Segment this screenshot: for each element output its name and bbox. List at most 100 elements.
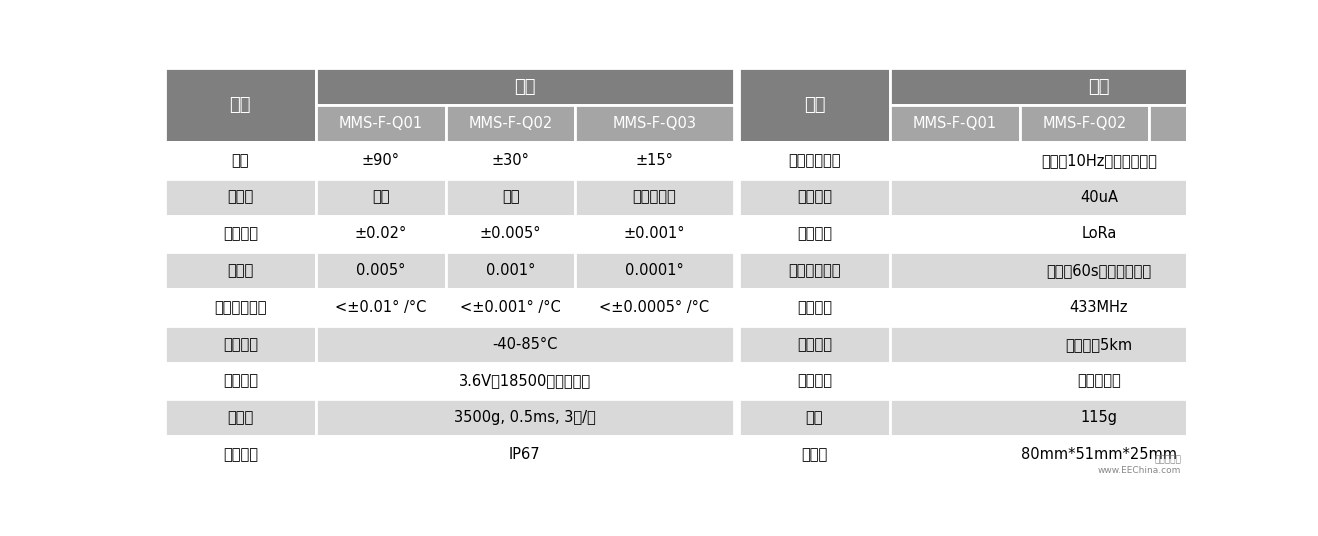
Bar xyxy=(890,436,1307,473)
Bar xyxy=(576,142,734,179)
Text: LoRa: LoRa xyxy=(1081,226,1116,241)
Text: 单轴或双轴: 单轴或双轴 xyxy=(633,190,676,205)
Text: 数据采集频率: 数据采集频率 xyxy=(788,153,841,168)
Bar xyxy=(890,326,1307,363)
Text: 分辨率: 分辨率 xyxy=(227,263,253,278)
Text: ±30°: ±30° xyxy=(492,153,530,168)
Bar xyxy=(739,215,890,252)
Text: 典型值10Hz，可任意设置: 典型值10Hz，可任意设置 xyxy=(1041,153,1157,168)
Text: ±0.001°: ±0.001° xyxy=(623,226,685,241)
Text: 防护等级: 防护等级 xyxy=(223,447,258,462)
Bar xyxy=(316,69,734,105)
Text: 电子发烧友
www.EEChina.com: 电子发烧友 www.EEChina.com xyxy=(1098,456,1181,475)
Bar xyxy=(316,142,445,179)
Text: 外尺寸: 外尺寸 xyxy=(801,447,828,462)
Text: <±0.01° /°C: <±0.01° /°C xyxy=(335,300,427,315)
Text: MMS-F-Q03: MMS-F-Q03 xyxy=(1186,116,1271,131)
Text: 最远超过5km: 最远超过5km xyxy=(1065,337,1132,352)
Text: 通信距离: 通信距离 xyxy=(797,337,832,352)
Text: 电池规格: 电池规格 xyxy=(223,374,258,389)
Text: MMS-F-Q03: MMS-F-Q03 xyxy=(613,116,696,131)
Text: 指标: 指标 xyxy=(1089,78,1110,96)
Bar xyxy=(165,69,316,142)
Text: 外壳材质: 外壳材质 xyxy=(797,374,832,389)
Bar xyxy=(316,252,445,289)
Bar xyxy=(890,179,1307,215)
Text: 80mm*51mm*25mm: 80mm*51mm*25mm xyxy=(1021,447,1177,462)
Bar xyxy=(576,289,734,326)
Bar xyxy=(445,179,576,215)
Bar xyxy=(316,179,445,215)
Bar xyxy=(316,399,734,436)
Bar xyxy=(316,105,445,142)
Text: 0.005°: 0.005° xyxy=(356,263,406,278)
Text: 数据发送频率: 数据发送频率 xyxy=(788,263,841,278)
Text: 铝磨砂氧化: 铝磨砂氧化 xyxy=(1077,374,1120,389)
Bar xyxy=(739,436,890,473)
Bar xyxy=(890,142,1307,179)
Bar xyxy=(890,362,1307,399)
Text: 3500g, 0.5ms, 3次/轴: 3500g, 0.5ms, 3次/轴 xyxy=(453,410,596,425)
Bar xyxy=(165,142,316,179)
Bar xyxy=(890,69,1307,105)
Bar xyxy=(165,326,316,363)
Bar xyxy=(1020,105,1149,142)
Bar xyxy=(445,289,576,326)
Text: 典型值60s，可任意设置: 典型值60s，可任意设置 xyxy=(1046,263,1152,278)
Bar xyxy=(576,215,734,252)
Bar xyxy=(165,215,316,252)
Text: 指标: 指标 xyxy=(514,78,535,96)
Bar xyxy=(890,252,1307,289)
Bar xyxy=(445,252,576,289)
Text: MMS-F-Q02: MMS-F-Q02 xyxy=(468,116,552,131)
Text: MMS-F-Q01: MMS-F-Q01 xyxy=(339,116,423,131)
Bar xyxy=(890,105,1020,142)
Bar xyxy=(576,252,734,289)
Text: ±0.02°: ±0.02° xyxy=(355,226,407,241)
Bar xyxy=(316,326,734,363)
Text: MMS-F-Q02: MMS-F-Q02 xyxy=(1043,116,1127,131)
Bar xyxy=(890,289,1307,326)
Bar xyxy=(165,362,316,399)
Bar xyxy=(445,142,576,179)
Text: -40-85°C: -40-85°C xyxy=(492,337,558,352)
Bar xyxy=(316,289,445,326)
Text: 量程: 量程 xyxy=(232,153,249,168)
Text: 双轴: 双轴 xyxy=(372,190,390,205)
Bar xyxy=(739,399,890,436)
Text: 115g: 115g xyxy=(1081,410,1118,425)
Bar xyxy=(445,105,576,142)
Bar xyxy=(739,362,890,399)
Text: 40uA: 40uA xyxy=(1079,190,1118,205)
Text: 0.001°: 0.001° xyxy=(486,263,535,278)
Text: 重量: 重量 xyxy=(805,410,824,425)
Text: <±0.001° /°C: <±0.001° /°C xyxy=(460,300,561,315)
Text: MMS-F-Q01: MMS-F-Q01 xyxy=(913,116,996,131)
Text: 双轴: 双轴 xyxy=(502,190,519,205)
Text: <±0.0005° /°C: <±0.0005° /°C xyxy=(600,300,709,315)
Text: 测量精度: 测量精度 xyxy=(223,226,258,241)
Bar xyxy=(165,289,316,326)
Text: 零点温度漂移: 零点温度漂移 xyxy=(214,300,266,315)
Text: 参数: 参数 xyxy=(804,96,825,114)
Bar xyxy=(576,105,734,142)
Text: ±90°: ±90° xyxy=(361,153,399,168)
Bar xyxy=(576,179,734,215)
Text: 工作温度: 工作温度 xyxy=(223,337,258,352)
Bar xyxy=(739,326,890,363)
Text: 参数: 参数 xyxy=(229,96,252,114)
Bar xyxy=(739,69,890,142)
Bar xyxy=(165,179,316,215)
Bar xyxy=(316,215,445,252)
Bar xyxy=(316,362,734,399)
Text: 工作电流: 工作电流 xyxy=(797,190,832,205)
Bar xyxy=(739,142,890,179)
Bar xyxy=(890,399,1307,436)
Text: 抗冲击: 抗冲击 xyxy=(227,410,253,425)
Text: IP67: IP67 xyxy=(509,447,540,462)
Bar xyxy=(739,252,890,289)
Bar xyxy=(316,436,734,473)
Text: 测量轴: 测量轴 xyxy=(227,190,253,205)
Bar xyxy=(890,215,1307,252)
Text: ±15°: ±15° xyxy=(635,153,673,168)
